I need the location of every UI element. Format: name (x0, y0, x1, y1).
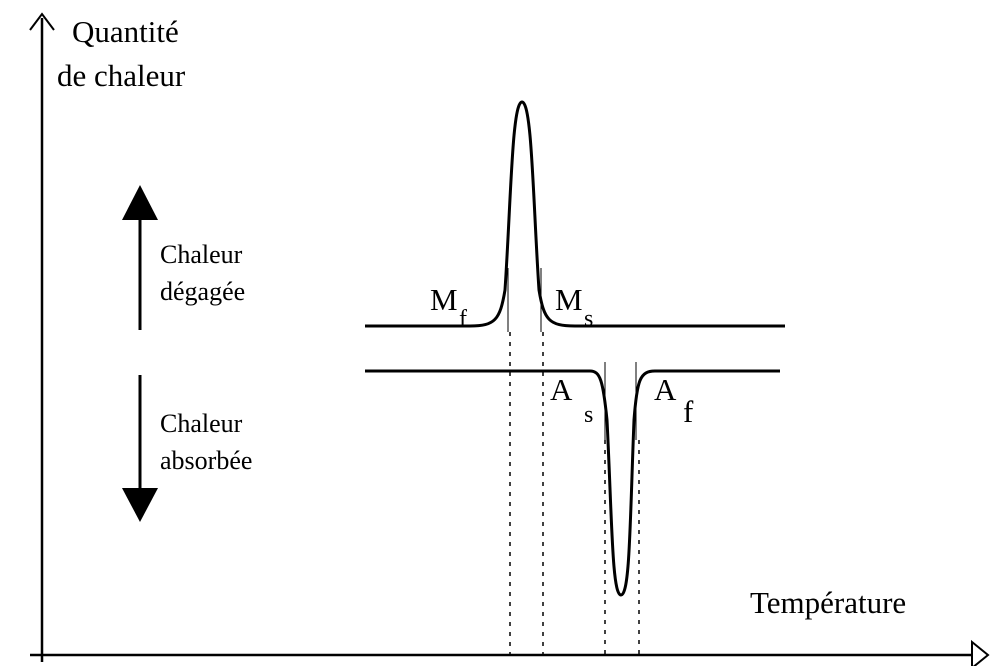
marker-letter: A (654, 372, 677, 407)
y-axis-arrow (29, 12, 55, 31)
x-axis-arrow (971, 639, 990, 666)
absorbed-label: Chaleur (160, 409, 243, 438)
released-arrow-head (122, 185, 158, 220)
endothermic-curve (365, 369, 780, 597)
marker-letter: M (430, 282, 458, 317)
marker-sub: f (683, 394, 694, 429)
absorbed-arrow-head (122, 488, 158, 522)
tangent-lines (507, 268, 637, 440)
marker-sub: s (584, 402, 593, 428)
dotted-lines (509, 332, 640, 655)
y-axis-label: Quantité (72, 14, 179, 49)
released-label: dégagée (160, 277, 245, 306)
marker-letter: M (555, 282, 583, 317)
marker-letter: A (550, 372, 573, 407)
released-label: Chaleur (160, 240, 243, 269)
exothermic-curve (365, 100, 785, 328)
marker-sub: s (584, 306, 593, 332)
absorbed-label: absorbée (160, 446, 252, 475)
y-axis-label: de chaleur (57, 58, 186, 93)
x-axis-label: Température (750, 585, 906, 620)
marker-sub: f (459, 306, 467, 332)
